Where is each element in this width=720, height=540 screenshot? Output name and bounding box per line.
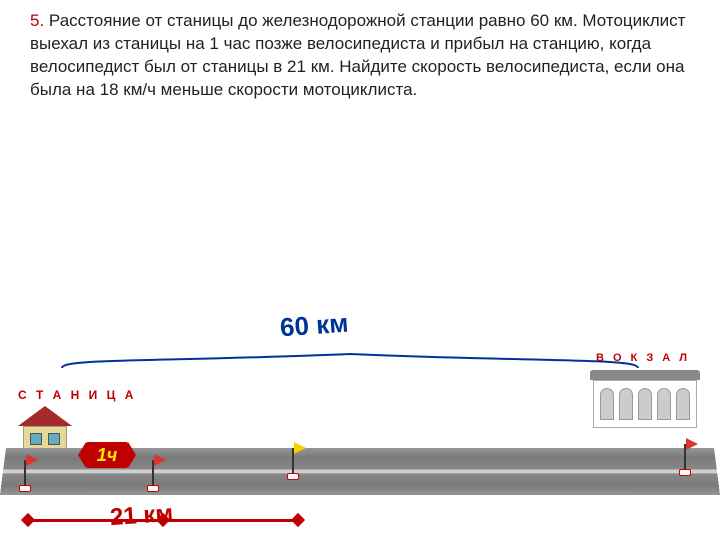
partial-distance-label: 21 км — [109, 500, 174, 532]
problem-number: 5. — [30, 11, 44, 30]
total-distance-label: 60 км — [279, 308, 349, 344]
stanitsa-house — [18, 406, 72, 452]
station-building — [590, 370, 700, 428]
station-label: В О К З А Л — [596, 352, 690, 364]
marker-end — [682, 438, 700, 476]
marker-start — [22, 454, 40, 492]
marker-cyclist-pos — [290, 442, 308, 480]
bracket-60km — [60, 350, 640, 370]
marker-motorcyclist-start — [150, 454, 168, 492]
stanitsa-label: С Т А Н И Ц А — [18, 388, 136, 402]
problem-text: 5. Расстояние от станицы до железнодорож… — [0, 0, 720, 102]
delay-sign: 1ч — [86, 442, 128, 468]
problem-body: Расстояние от станицы до железнодорожной… — [30, 11, 685, 99]
diagram-scene: 60 км В О К З А Л С Т А Н И Ц А 1ч 21 км — [0, 290, 720, 510]
